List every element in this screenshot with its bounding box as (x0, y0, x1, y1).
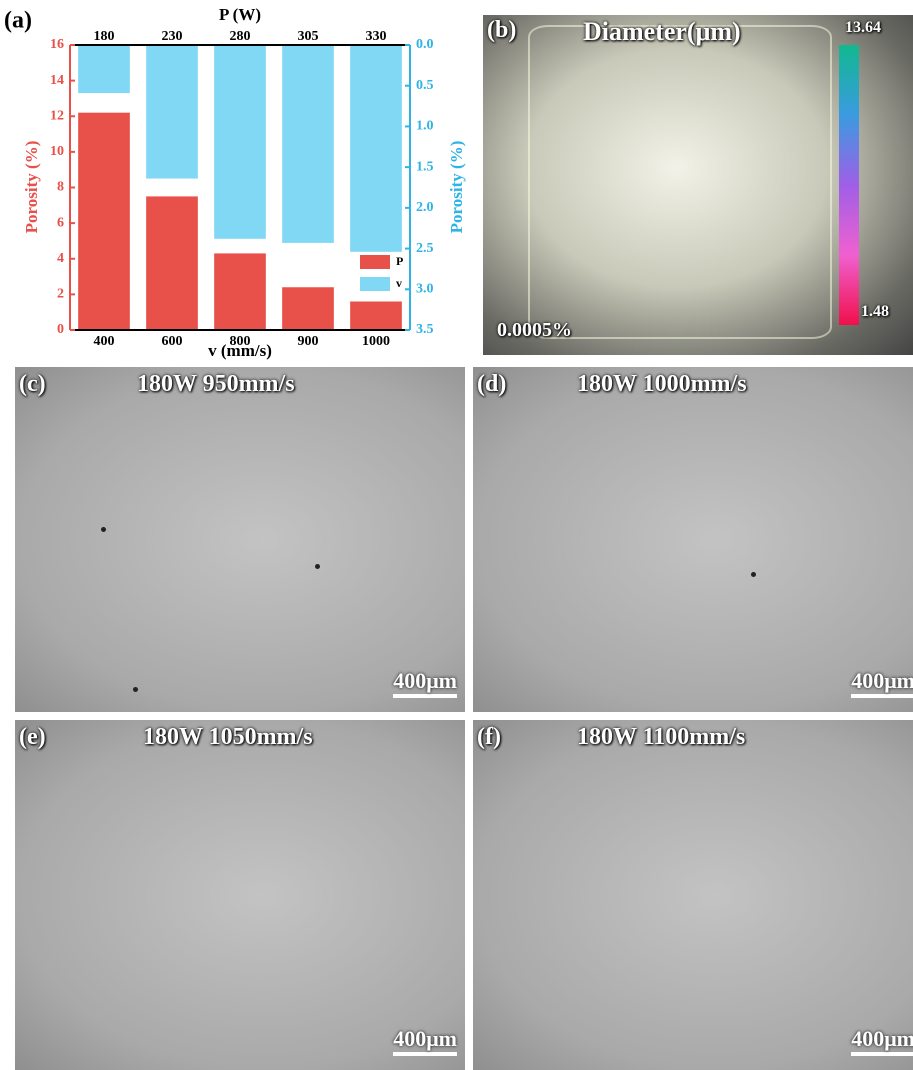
panel-label: (c) (19, 371, 46, 398)
micrograph: (f) 180W 1100mm/s 400μm (473, 720, 913, 1070)
y2-tick-label: 2.0 (416, 200, 434, 215)
bar (214, 45, 266, 239)
y2-tick-label: 0.5 (416, 78, 434, 93)
scale-bar: 400μm (851, 668, 913, 698)
y2-tick-label: 3.5 (416, 322, 434, 337)
micrograph: (d) 180W 1000mm/s 400μm (473, 367, 913, 712)
panel-title: 180W 950mm/s (137, 371, 295, 398)
scale-bar: 400μm (393, 668, 457, 698)
x-tick-label: 400 (94, 334, 115, 349)
x-tick-label: 1000 (362, 334, 390, 349)
bar (78, 45, 130, 93)
x-tick-label: 900 (298, 334, 319, 349)
colorbar-min: 1.48 (861, 303, 889, 321)
colorbar-max: 13.64 (845, 19, 881, 37)
y2-tick-label: 2.5 (416, 241, 434, 256)
top-tick-label: 330 (366, 29, 387, 44)
y-tick-label: 14 (50, 73, 64, 88)
sample-outline (528, 25, 832, 339)
y2-tick-label: 1.5 (416, 159, 434, 174)
top-axis-title: P (W) (219, 5, 261, 24)
top-tick-label: 180 (94, 29, 115, 44)
y-tick-label: 10 (50, 144, 64, 159)
figure: (a) P (W) v (mm/s) Porosity (%) Porosity… (0, 0, 913, 1070)
bar (78, 113, 130, 330)
y2-tick-label: 0.0 (416, 37, 434, 52)
legend-label: P (396, 254, 403, 268)
y-tick-label: 0 (57, 322, 64, 337)
panel-title: 180W 1100mm/s (577, 724, 745, 751)
top-tick-label: 230 (162, 29, 183, 44)
scale-bar: 400μm (851, 1026, 913, 1056)
bar (146, 45, 198, 179)
bar (350, 45, 402, 252)
legend-label: v (396, 276, 402, 290)
y-tick-label: 2 (57, 287, 64, 302)
y2-tick-label: 3.0 (416, 282, 434, 297)
panel-label: (f) (477, 724, 501, 751)
chart: (a) P (W) v (mm/s) Porosity (%) Porosity… (0, 0, 470, 360)
top-tick-label: 280 (230, 29, 251, 44)
legend-swatch (360, 255, 390, 269)
panel-label: (a) (4, 8, 32, 34)
pore (315, 564, 320, 569)
panel-label: (e) (19, 724, 46, 751)
micrograph: (c) 180W 950mm/s 400μm (15, 367, 465, 712)
y-tick-label: 12 (50, 108, 64, 123)
y-tick-label: 16 (50, 37, 64, 52)
porosity-label: 0.0005% (497, 319, 572, 342)
colorbar (839, 45, 859, 325)
micrograph: (e) 180W 1050mm/s 400μm (15, 720, 465, 1070)
y2-tick-label: 1.0 (416, 119, 434, 134)
panel-label: (d) (477, 371, 506, 398)
scale-bar: 400μm (393, 1026, 457, 1056)
bar (282, 45, 334, 243)
pore (133, 687, 138, 692)
legend-swatch (360, 277, 390, 291)
panel-label: (b) (487, 17, 516, 44)
bar (214, 253, 266, 330)
y2-axis-title: Porosity (%) (447, 141, 466, 234)
panel-title: 180W 1000mm/s (577, 371, 747, 398)
ct-image: (b) Diameter(μm) 13.64 1.48 0.0005% (483, 15, 913, 355)
colorbar-title: Diameter(μm) (583, 17, 741, 47)
x-tick-label: 800 (230, 334, 251, 349)
y-tick-label: 4 (57, 251, 64, 266)
x-tick-label: 600 (162, 334, 183, 349)
bar (282, 287, 334, 330)
pore (101, 527, 106, 532)
pore (751, 572, 756, 577)
y-tick-label: 6 (57, 215, 64, 230)
bar (146, 196, 198, 330)
top-tick-label: 305 (298, 29, 319, 44)
y-axis-title: Porosity (%) (22, 141, 41, 234)
bar (350, 302, 402, 331)
y-tick-label: 8 (57, 180, 64, 195)
panel-title: 180W 1050mm/s (143, 724, 313, 751)
